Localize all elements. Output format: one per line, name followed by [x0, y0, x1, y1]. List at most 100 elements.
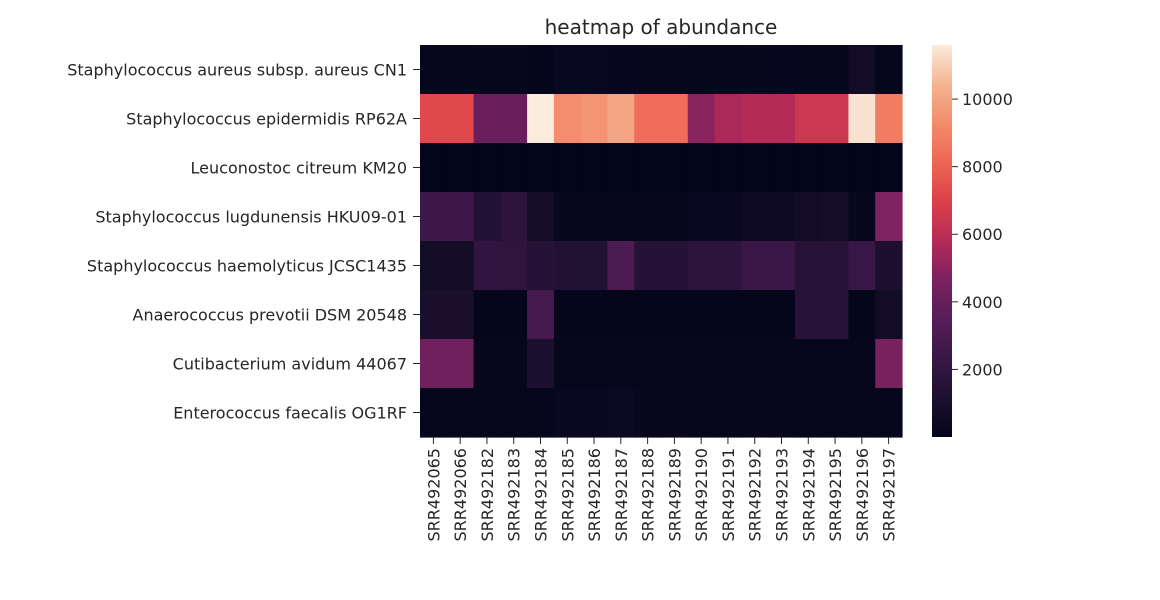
heatmap-cell — [768, 143, 796, 193]
heatmap-cell — [580, 388, 609, 438]
heatmap-cell — [446, 339, 475, 389]
row-label: Staphylococcus epidermidis RP62A — [126, 110, 407, 129]
chart-title: heatmap of abundance — [545, 15, 778, 39]
heatmap-cell — [794, 339, 823, 389]
heatmap-cell — [661, 241, 689, 291]
row-labels: Staphylococcus aureus subsp. aureus CN1 S… — [67, 61, 420, 423]
colorbar-tick-label: 2000 — [962, 360, 1003, 379]
heatmap-cell — [607, 192, 635, 242]
heatmap-cell — [768, 241, 796, 291]
column-label: SRR492194 — [799, 448, 818, 541]
column-label: SRR492189 — [665, 448, 684, 541]
heatmap-cell — [527, 290, 555, 340]
heatmap-cell — [580, 290, 609, 340]
heatmap-cell — [527, 241, 555, 291]
heatmap-cell — [875, 290, 903, 340]
heatmap-cell — [446, 290, 475, 340]
row-label: Enterococcus faecalis OG1RF — [173, 404, 407, 423]
heatmap-cell — [687, 388, 716, 438]
heatmap-cell — [473, 192, 501, 242]
column-label: SRR492191 — [719, 448, 738, 541]
heatmap-cell — [473, 290, 501, 340]
heatmap-cell — [420, 290, 448, 340]
heatmap-cell — [420, 192, 448, 242]
column-label: SRR492186 — [585, 448, 604, 541]
heatmap-cell — [607, 388, 635, 438]
heatmap-cell — [687, 45, 716, 95]
heatmap-cell — [446, 388, 475, 438]
heatmap-cell — [580, 192, 609, 242]
heatmap-cell — [848, 388, 876, 438]
heatmap-cell — [420, 388, 448, 438]
heatmap-cell — [553, 45, 582, 95]
row-label: Cutibacterium avidum 44067 — [173, 355, 407, 374]
heatmap-cell — [875, 45, 903, 95]
column-label: SRR492192 — [746, 448, 765, 541]
heatmap-cell — [580, 241, 609, 291]
heatmap-cell — [420, 339, 448, 389]
heatmap-cell — [875, 94, 903, 144]
heatmap-cell — [527, 143, 555, 193]
heatmap-cell — [768, 388, 796, 438]
heatmap-cell — [553, 94, 582, 144]
heatmap-cell — [634, 241, 662, 291]
column-label: SRR492188 — [639, 448, 658, 541]
heatmap-cell — [714, 339, 742, 389]
heatmap-cell — [794, 241, 823, 291]
heatmap-cell — [714, 290, 742, 340]
heatmap-cell — [661, 290, 689, 340]
heatmap-cell — [741, 94, 769, 144]
heatmap-cell — [848, 45, 876, 95]
column-label: SRR492190 — [692, 448, 711, 541]
heatmap-cell — [661, 94, 689, 144]
heatmap-cell — [687, 241, 716, 291]
heatmap-cell — [848, 192, 876, 242]
heatmap-cell — [768, 192, 796, 242]
heatmap-cell — [768, 94, 796, 144]
heatmap-cell — [875, 192, 903, 242]
heatmap-cell — [420, 241, 448, 291]
heatmap-cell — [634, 143, 662, 193]
heatmap-cell — [741, 339, 769, 389]
heatmap-cell — [741, 143, 769, 193]
heatmap-cell — [794, 143, 823, 193]
heatmap-cell — [446, 241, 475, 291]
colorbar-tick-label: 6000 — [962, 225, 1003, 244]
column-label: SRR492066 — [451, 448, 470, 541]
heatmap-cell — [714, 94, 742, 144]
heatmap-cell — [661, 143, 689, 193]
heatmap-cell — [500, 241, 528, 291]
heatmap-cell — [473, 388, 501, 438]
heatmap-cell — [553, 241, 582, 291]
heatmap-cell — [500, 94, 528, 144]
colorbar-ticks: 2000 4000 6000 8000 10000 — [952, 90, 1013, 379]
heatmap-cell — [794, 192, 823, 242]
heatmap-cell — [580, 94, 609, 144]
row-label: Staphylococcus lugdunensis HKU09-01 — [95, 208, 407, 227]
row-label: Staphylococcus aureus subsp. aureus CN1 — [67, 61, 407, 80]
heatmap-cell — [607, 45, 635, 95]
heatmap-cell — [607, 290, 635, 340]
heatmap-cell — [661, 339, 689, 389]
heatmap-cell — [527, 94, 555, 144]
heatmap-cell — [714, 388, 742, 438]
column-label: SRR492184 — [532, 448, 551, 541]
heatmap-cell — [634, 388, 662, 438]
heatmap-cell — [875, 339, 903, 389]
heatmap-cell — [420, 94, 448, 144]
column-label: SRR492182 — [478, 448, 497, 541]
colorbar — [932, 45, 952, 437]
heatmap-cell — [607, 241, 635, 291]
heatmap-cell — [821, 94, 850, 144]
heatmap-cell — [473, 339, 501, 389]
row-label: Leuconostoc citreum KM20 — [191, 159, 407, 178]
heatmap-cell — [687, 192, 716, 242]
heatmap-cell — [473, 241, 501, 291]
heatmap-cell — [473, 45, 501, 95]
heatmap-cell — [500, 290, 528, 340]
column-label: SRR492065 — [424, 448, 443, 541]
heatmap-cell — [634, 290, 662, 340]
heatmap-cell — [607, 339, 635, 389]
heatmap-cell — [821, 339, 850, 389]
